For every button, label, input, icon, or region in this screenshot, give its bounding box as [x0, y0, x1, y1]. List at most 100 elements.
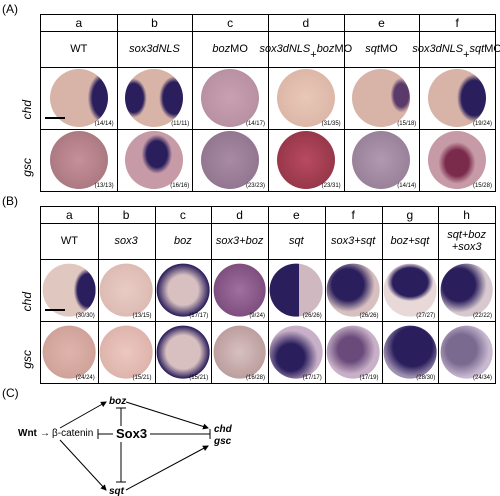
embryo-count: (30/30): [75, 313, 95, 319]
grid-line: [381, 207, 383, 383]
embryo-count: (31/35): [321, 121, 341, 127]
embryo: [326, 263, 380, 317]
column-letter: a: [66, 208, 73, 222]
embryo: [352, 69, 411, 127]
embryo-image: (24/34): [438, 321, 495, 383]
column-letter: h: [463, 208, 470, 222]
embryo: [156, 325, 210, 379]
embryo-image: (16/16): [116, 129, 193, 191]
embryo-image: (16/28): [211, 321, 268, 383]
grid-line: [116, 15, 118, 191]
embryo-image: (27/27): [381, 259, 439, 321]
embryo-count: (13/13): [94, 183, 114, 189]
embryo-image: (26/26): [324, 259, 382, 321]
embryo: [99, 263, 153, 317]
condition-label: sox3+boz: [215, 235, 264, 247]
panel-a-figure: chd gsc a WT (14/14) (13/13) b sox3dNLS (11/11…: [12, 14, 500, 192]
embryo-count: (9/24): [249, 313, 265, 319]
embryo-image: (19/24): [419, 67, 495, 129]
grid-line: [343, 15, 345, 191]
gsc-node: gsc: [213, 436, 232, 447]
sqt-node: sqt: [109, 486, 125, 496]
embryo-image: (15/18): [343, 67, 420, 129]
column-letter: e: [293, 208, 300, 222]
column-letter: d: [236, 208, 243, 222]
embryo: [201, 131, 260, 189]
condition-label: boz MO: [212, 43, 248, 55]
embryo-image: (11/11): [116, 67, 193, 129]
embryo-image: (28/30): [381, 321, 439, 383]
sox3-node: Sox3: [116, 426, 147, 441]
embryo-image: (23/23): [192, 129, 268, 191]
embryo-image: (23/31): [268, 129, 344, 191]
embryo-count: (14/17): [245, 121, 265, 127]
embryo: [383, 325, 437, 379]
condition-label: sqt+boz +sox3: [447, 229, 487, 253]
chd-node: chd: [214, 424, 233, 435]
regulatory-diagram: Wnt → β-catenin Sox3 boz sqt chd gsc: [18, 396, 233, 496]
grid-line: [154, 207, 156, 383]
embryo-image: (26/26): [268, 259, 325, 321]
embryo: [428, 69, 487, 127]
embryo: [49, 131, 108, 189]
grid-line: [97, 207, 99, 383]
sqt-to-targets-edge: [125, 445, 209, 491]
embryo-count: (28/30): [416, 375, 436, 381]
condition-label: WT: [70, 43, 88, 55]
embryo-image: (14/14): [41, 67, 117, 129]
embryo-image: (9/24): [211, 259, 268, 321]
column-letter: a: [75, 16, 83, 30]
grid-line: [192, 15, 194, 191]
condition-label: sox3+sqt: [330, 235, 376, 247]
embryo-image: (13/13): [41, 129, 117, 191]
grid-line: [41, 129, 495, 130]
grid-line: [438, 207, 440, 383]
embryo-image: (30/30): [41, 259, 98, 321]
column-letter: c: [179, 208, 186, 222]
embryo-image: (14/17): [192, 67, 268, 129]
catenin-to-sqt-edge: [59, 439, 107, 491]
wnt-node: Wnt: [18, 428, 38, 439]
embryo-image: (15/28): [419, 129, 495, 191]
column-letter: f: [455, 16, 459, 30]
embryo-count: (14/14): [397, 183, 417, 189]
embryo-count: (24/24): [75, 375, 95, 381]
panel-b-figure: chd gsc a WT (30/30) (24/24) b sox3 (13/15) (15…: [12, 206, 496, 384]
panel-a-grid: a WT (14/14) (13/13) b sox3dNLS (11/11) (16/16)…: [40, 14, 500, 192]
beta-catenin-node: β-catenin: [52, 428, 93, 439]
scale-bar: [45, 309, 65, 311]
embryo-image: (13/15): [97, 259, 155, 321]
embryo: [326, 325, 380, 379]
grid-line: [268, 15, 269, 191]
embryo-image: (14/14): [343, 129, 420, 191]
embryo-image: (24/24): [41, 321, 98, 383]
embryo: [213, 263, 266, 317]
condition-label: sqt: [289, 235, 304, 247]
embryo-image: (17/17): [154, 259, 212, 321]
grid-line: [324, 207, 326, 383]
embryo: [43, 325, 96, 379]
wnt-arrow: →: [40, 428, 50, 439]
panel-b-grid: a WT (30/30) (24/24) b sox3 (13/15) (15/21) c boz…: [40, 206, 496, 384]
embryo-count: (16/16): [170, 183, 190, 189]
column-letter: b: [122, 208, 130, 222]
panel-label-c: (C): [2, 386, 19, 400]
condition-label: boz: [174, 235, 192, 247]
embryo-count: (19/24): [472, 121, 492, 127]
grid-line: [41, 223, 495, 224]
embryo: [156, 263, 210, 317]
grid-line: [211, 207, 213, 383]
column-letter: e: [378, 16, 385, 30]
condition-label: sqt MO: [365, 43, 398, 55]
embryo-image: (22/22): [438, 259, 495, 321]
grid-line: [419, 15, 421, 191]
grid-line: [41, 31, 495, 32]
embryo-count: (17/17): [302, 375, 322, 381]
embryo-count: (11/11): [171, 121, 190, 127]
condition-label: sox3dNLS: [129, 43, 180, 55]
embryo: [201, 69, 260, 127]
condition-label: sox3: [114, 235, 138, 247]
row-label-gsc: gsc: [20, 158, 34, 177]
condition-label: sox3dNLS + sqt MO: [412, 43, 500, 61]
embryo: [270, 325, 323, 379]
